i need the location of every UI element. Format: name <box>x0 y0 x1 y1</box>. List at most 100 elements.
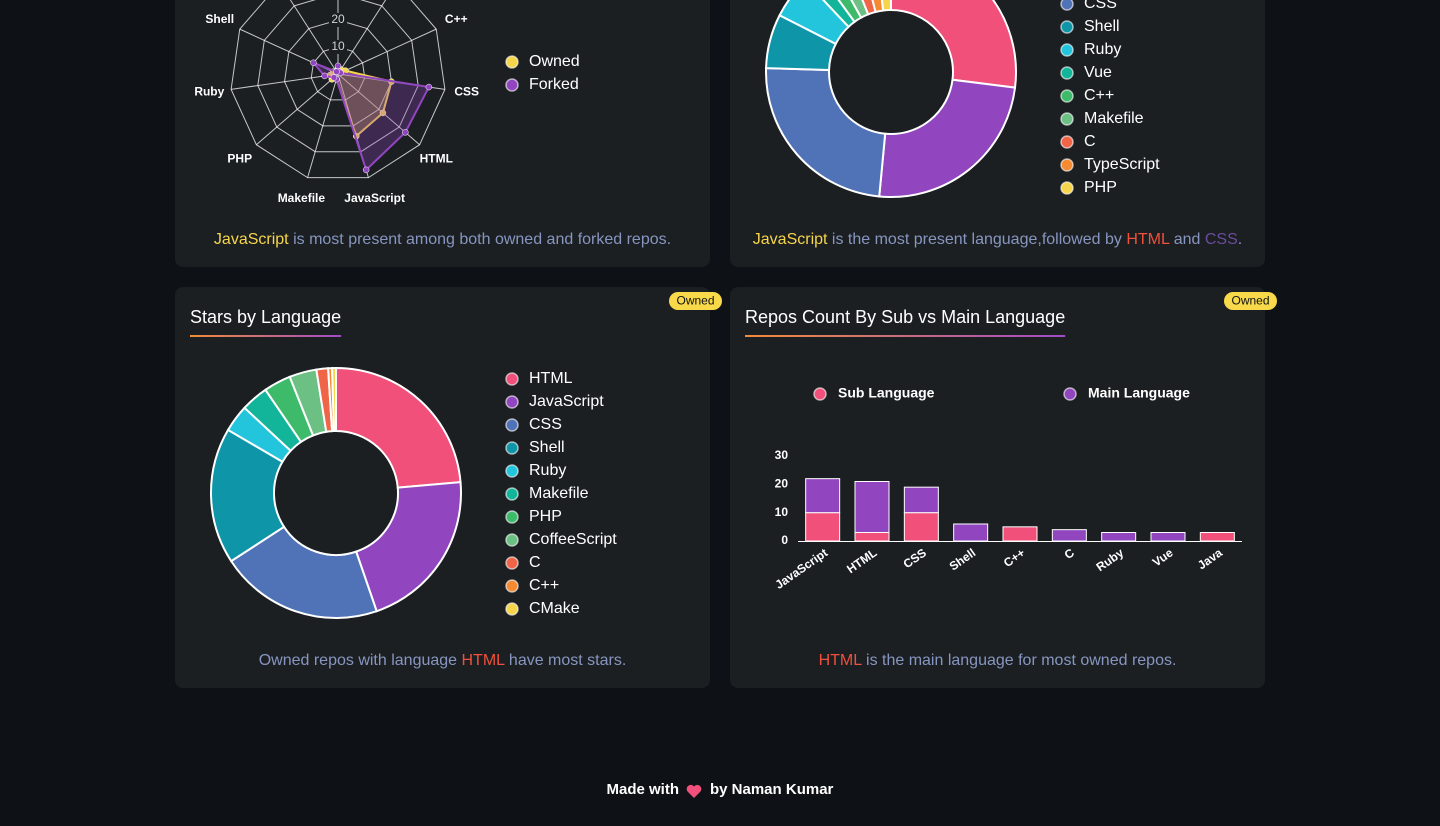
legend-label: Shell <box>529 439 565 456</box>
caption-part: JavaScript <box>214 231 289 248</box>
legend-label: HTML <box>529 370 573 387</box>
footer-text: Made with <box>606 781 679 798</box>
tick-backdrop <box>329 40 347 54</box>
caption-part: Owned repos with language <box>259 652 462 669</box>
legend-label: TypeScript <box>1084 156 1160 173</box>
legend-marker <box>1060 20 1074 34</box>
bar-segment <box>903 512 939 542</box>
bar-segment <box>805 478 841 514</box>
legend-label: Ruby <box>1084 41 1121 58</box>
bar-segment <box>1150 532 1186 542</box>
donut-slice <box>880 0 892 12</box>
bar-segment <box>1002 526 1038 542</box>
legend-label: CSS <box>529 416 562 433</box>
legend-marker <box>505 464 519 478</box>
legend-label: C++ <box>1084 87 1114 104</box>
bar-segment <box>1051 529 1087 542</box>
legend-label: C <box>529 554 541 571</box>
caption-part: is the main language for most owned repo… <box>862 652 1177 669</box>
legend-marker <box>505 533 519 547</box>
grid-ring <box>284 19 392 127</box>
y-tick-label: 10 <box>775 505 789 519</box>
caption: Owned repos with language HTML have most… <box>259 652 627 669</box>
legend-marker <box>505 55 519 69</box>
legend-marker <box>1060 135 1074 149</box>
footer-text: by Naman Kumar <box>710 781 834 798</box>
y-tick-label: 30 <box>775 448 789 462</box>
legend-marker <box>505 579 519 593</box>
legend-label: C <box>1084 133 1096 150</box>
bar-segment <box>805 512 841 542</box>
legend-marker <box>1060 0 1074 11</box>
badge <box>669 292 722 310</box>
caption-part: is most present among both owned and for… <box>289 231 671 248</box>
caption-part: HTML <box>819 652 863 669</box>
axis-label: JavaScript <box>344 191 405 205</box>
card-title: Repos Count By Sub vs Main Language <box>745 307 1065 327</box>
y-tick-label: 0 <box>781 533 788 547</box>
caption-part: is the most present language,followed by <box>827 231 1126 248</box>
legend-marker <box>505 510 519 524</box>
caption-part: have most stars. <box>504 652 626 669</box>
legend-label: CSS <box>1084 0 1117 12</box>
donut-slice <box>331 366 337 433</box>
y-tick-label: 20 <box>775 477 789 491</box>
axis-label: PHP <box>227 151 252 165</box>
card <box>175 0 710 267</box>
badge <box>1224 292 1277 310</box>
legend-label: Forked <box>529 76 579 93</box>
legend-marker <box>505 78 519 92</box>
legend-label: Sub Language <box>838 385 935 401</box>
legend-marker <box>505 372 519 386</box>
legend-label: Makefile <box>1084 110 1144 127</box>
caption-part: JavaScript <box>753 231 828 248</box>
radar-point <box>334 62 342 70</box>
caption: JavaScript is the most present language,… <box>753 231 1242 248</box>
radar-point <box>402 129 409 136</box>
legend-label: C++ <box>529 577 559 594</box>
legend-label: Makefile <box>529 485 589 502</box>
donut-slice <box>765 67 887 198</box>
legend-marker <box>505 487 519 501</box>
axis-label: CSS <box>454 85 479 99</box>
legend-label: Main Language <box>1088 385 1190 401</box>
legend-label: Shell <box>1084 18 1120 35</box>
legend-marker <box>505 418 519 432</box>
radar-point <box>321 72 328 80</box>
legend-marker <box>505 441 519 455</box>
donut-slice <box>335 366 462 489</box>
bar-segment <box>1101 532 1137 542</box>
legend-label: Owned <box>529 53 580 70</box>
legend-marker <box>1063 387 1077 401</box>
grid-ring <box>257 0 419 153</box>
radial-tick-label: 10 <box>331 39 345 53</box>
caption: JavaScript is most present among both ow… <box>214 231 671 248</box>
bar-segment <box>854 481 890 533</box>
legend-label: PHP <box>529 508 562 525</box>
legend-marker <box>1060 89 1074 103</box>
legend-label: PHP <box>1084 179 1117 196</box>
radial-tick-label: 20 <box>331 12 345 26</box>
legend-marker <box>1060 43 1074 57</box>
title-underline <box>190 335 342 337</box>
radar-point <box>330 74 338 81</box>
badge-label: Owned <box>676 294 714 308</box>
axis-label: Makefile <box>278 191 326 205</box>
tick-backdrop <box>329 13 347 27</box>
badge-label: Owned <box>1231 294 1269 308</box>
legend-marker <box>1060 158 1074 172</box>
radar-point <box>310 59 317 67</box>
legend-marker <box>505 556 519 570</box>
caption-part: HTML <box>462 652 506 669</box>
caption-part: . <box>1238 231 1242 248</box>
grid-ring <box>230 0 446 179</box>
bar-segment <box>854 532 890 542</box>
legend-marker <box>813 387 827 401</box>
legend-marker <box>505 395 519 409</box>
axis-label: Ruby <box>194 85 224 99</box>
caption-part: CSS <box>1205 231 1238 248</box>
radar-point <box>362 166 370 174</box>
heart-icon <box>686 784 702 798</box>
axis-label: Shell <box>205 12 234 26</box>
